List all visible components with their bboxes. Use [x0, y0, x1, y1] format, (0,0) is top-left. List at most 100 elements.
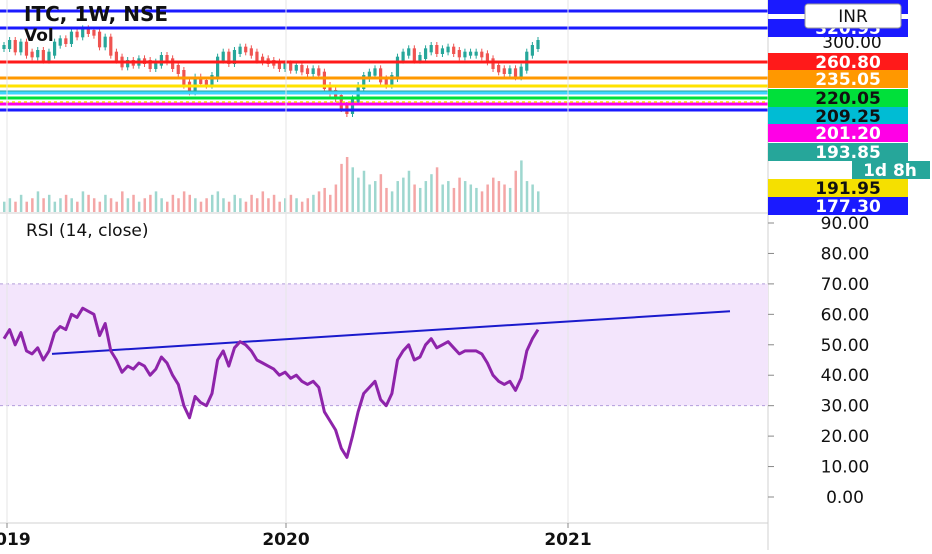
price-badge	[768, 107, 908, 125]
price-badge	[852, 161, 930, 179]
price-badge-label: 193.85	[815, 143, 881, 163]
volume-bar	[42, 198, 45, 212]
volume-bar	[8, 198, 12, 212]
volume-bar	[508, 187, 512, 212]
candle-body	[491, 58, 495, 69]
volume-bar	[87, 194, 90, 212]
candle-body	[407, 48, 411, 56]
volume-bar	[312, 194, 315, 212]
price-level-lines	[0, 9, 768, 112]
volume-bar	[53, 201, 57, 212]
volume-bar	[267, 198, 270, 212]
candle-body	[418, 55, 422, 61]
candle-body	[289, 63, 293, 71]
candle-body	[24, 41, 29, 56]
volume-bar	[160, 198, 163, 212]
volume-bar	[289, 194, 293, 212]
volume-bar	[407, 170, 411, 212]
rsi-panel[interactable]	[0, 0, 768, 523]
candle-body	[322, 71, 326, 89]
volume-bar	[98, 201, 102, 212]
candle-body	[260, 56, 265, 63]
candle-body	[395, 56, 400, 79]
volume-bar	[171, 194, 175, 212]
candle-body	[384, 78, 388, 86]
candle-body	[69, 31, 74, 44]
volume-bar	[497, 181, 501, 212]
candle-body	[350, 98, 355, 114]
candle-body	[530, 45, 534, 56]
volume-bar	[199, 201, 203, 212]
candle-body	[64, 38, 68, 44]
rsi-line	[2, 306, 540, 459]
volume-bar	[36, 191, 40, 212]
volume-bar	[345, 157, 349, 212]
candle-body	[2, 45, 6, 49]
price-badge	[768, 197, 908, 215]
volume-bar	[143, 198, 147, 212]
candle-body	[373, 68, 377, 76]
volume-bar	[149, 194, 152, 212]
candle-body	[412, 48, 416, 61]
candle-body	[429, 45, 433, 53]
rsi-trendline[interactable]	[51, 310, 731, 355]
candle-body	[536, 40, 540, 49]
volume-bar	[323, 187, 326, 212]
volume-bar	[222, 198, 225, 212]
volume-bar	[255, 198, 259, 212]
volume-bar	[458, 177, 461, 212]
volume-bar	[261, 191, 265, 212]
volume-bar	[227, 201, 231, 212]
price-badge	[768, 179, 908, 197]
volume-bar	[475, 187, 478, 212]
candle-body	[41, 50, 45, 61]
volume-bar	[351, 167, 355, 212]
volume-bar	[520, 160, 523, 212]
volume-bar	[154, 191, 158, 212]
volume-bar	[295, 198, 298, 212]
candle-body	[401, 51, 405, 61]
volume-bar	[537, 191, 540, 212]
rsi-tick-label: 90.00	[821, 214, 870, 234]
candle-body	[435, 45, 439, 54]
volume-bar	[205, 198, 208, 212]
rsi-band	[0, 283, 768, 406]
candle-body	[86, 28, 90, 34]
rsi-tick-label: 0.00	[826, 488, 864, 508]
candle-body	[75, 31, 79, 38]
price-badge-label: 220.05	[815, 89, 881, 109]
price-panel[interactable]	[0, 9, 768, 212]
candle-body	[317, 68, 321, 76]
candle-body	[97, 31, 102, 48]
volume-bar	[188, 194, 191, 212]
rsi-tick-label: 30.00	[821, 397, 870, 417]
volume-bar	[19, 194, 23, 212]
price-badge-label: 235.05	[815, 70, 881, 90]
candle-body	[390, 75, 394, 86]
price-badge-label: 201.20	[815, 124, 881, 144]
volume-label: Vol	[24, 26, 54, 46]
volume-bar	[396, 181, 399, 212]
volume-bar	[413, 184, 416, 212]
rsi-vertical-grid	[6, 0, 569, 523]
price-badge-label: 209.25	[815, 107, 881, 127]
candle-body	[502, 68, 506, 74]
candle-body	[508, 68, 512, 74]
candle-body	[148, 60, 152, 69]
candle-body	[244, 46, 248, 53]
currency-badge[interactable]	[804, 3, 902, 29]
candle-body	[283, 63, 287, 69]
candle-body	[311, 68, 315, 74]
rsi-axis-ticks: 90.00 80.00 70.00 60.00 50.00 40.00 30.00 20.00…	[768, 214, 869, 508]
volume-bar	[47, 194, 51, 212]
volume-bar	[284, 198, 287, 212]
candle-body	[47, 51, 51, 61]
candle-body	[199, 76, 203, 84]
candle-body	[277, 61, 282, 69]
volume-bar	[306, 198, 310, 212]
candle-body	[238, 46, 242, 54]
volume-bar	[121, 191, 124, 212]
